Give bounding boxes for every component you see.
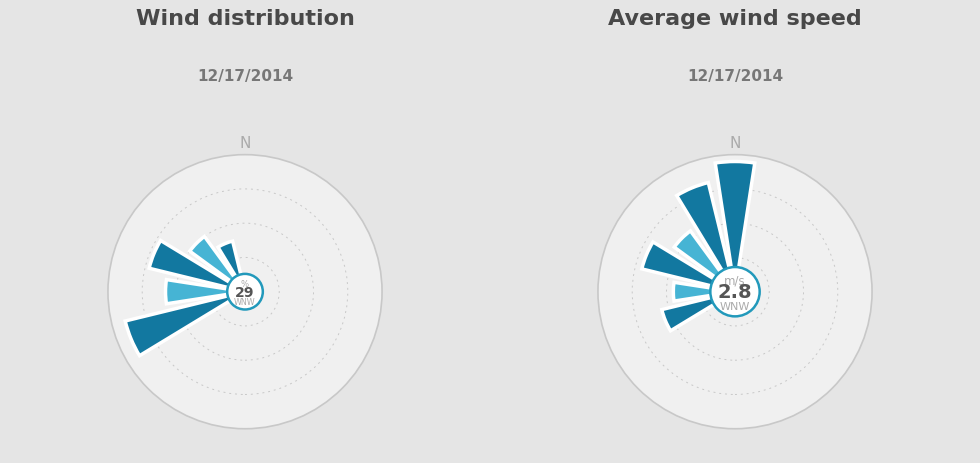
Text: %: %	[241, 280, 249, 289]
Wedge shape	[677, 182, 735, 292]
Text: Average wind speed: Average wind speed	[609, 9, 861, 29]
Text: 12/17/2014: 12/17/2014	[687, 69, 783, 84]
Circle shape	[227, 274, 263, 309]
Text: 2.8: 2.8	[717, 283, 753, 302]
Circle shape	[108, 155, 382, 429]
Circle shape	[710, 267, 760, 316]
Wedge shape	[662, 292, 735, 331]
Wedge shape	[218, 241, 245, 292]
Wedge shape	[674, 231, 735, 292]
Wedge shape	[642, 242, 735, 292]
Wedge shape	[149, 240, 245, 292]
Wedge shape	[125, 292, 245, 356]
Wedge shape	[673, 282, 735, 301]
Text: m/s: m/s	[724, 275, 746, 288]
Text: WNW: WNW	[720, 302, 750, 312]
Text: 12/17/2014: 12/17/2014	[197, 69, 293, 84]
Wedge shape	[190, 237, 245, 292]
Text: Wind distribution: Wind distribution	[135, 9, 355, 29]
Text: N: N	[729, 136, 741, 151]
Circle shape	[598, 155, 872, 429]
Wedge shape	[715, 162, 755, 292]
Text: N: N	[239, 136, 251, 151]
Wedge shape	[166, 280, 245, 304]
Text: WNW: WNW	[234, 298, 256, 307]
Text: 29: 29	[235, 286, 255, 300]
